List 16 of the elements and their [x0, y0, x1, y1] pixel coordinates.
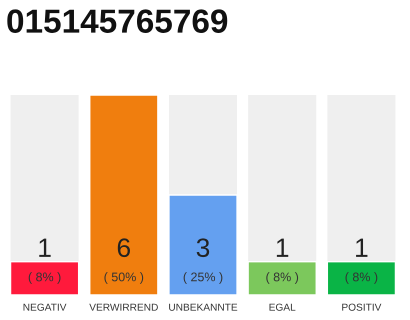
x-tick-label: NEGATIV [24, 304, 66, 311]
chart-title: 015145765769 [7, 9, 228, 33]
data-label: 6 [118, 238, 130, 258]
data-label: 1 [276, 238, 288, 257]
data-label: 1 [356, 238, 368, 257]
x-tick-label: EGAL [270, 304, 296, 311]
annotation: ( 25% ) [184, 272, 222, 284]
annotation: ( 8% ) [266, 272, 298, 284]
data-label: 1 [39, 238, 51, 257]
x-tick-label: POSITIV [342, 304, 382, 311]
x-tick-label: VERWIRREND [89, 304, 158, 311]
data-label: 3 [196, 238, 210, 258]
annotation: ( 50% ) [104, 272, 144, 284]
x-tick-label: UNBEKANNTE [169, 304, 238, 311]
annotation: ( 8% ) [346, 272, 378, 284]
annotation: ( 8% ) [28, 272, 60, 284]
